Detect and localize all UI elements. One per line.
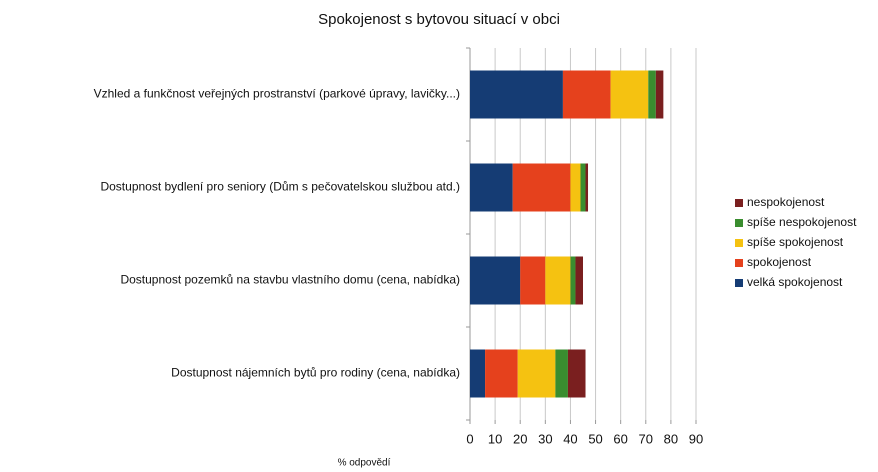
x-tick-label: 50 xyxy=(588,431,602,446)
legend-swatch xyxy=(735,199,743,207)
bar-segment xyxy=(470,256,521,305)
legend-label: spíše spokojenost xyxy=(747,235,844,249)
bar-segment xyxy=(567,349,586,398)
bar-segment xyxy=(485,349,518,398)
x-tick-label: 60 xyxy=(613,431,627,446)
x-tick-label: 20 xyxy=(513,431,527,446)
bar-segment xyxy=(512,163,571,212)
bar-segment xyxy=(655,70,664,119)
chart-title: Spokojenost s bytovou situací v obci xyxy=(318,11,560,28)
legend-label: spokojenost xyxy=(747,255,812,269)
legend-swatch xyxy=(735,219,743,227)
legend-swatch xyxy=(735,239,743,247)
bar-segment xyxy=(562,70,611,119)
bar-segment xyxy=(585,163,589,212)
bar-segment xyxy=(570,163,581,212)
bar-segment xyxy=(545,256,571,305)
legend-label: nespokojenost xyxy=(747,195,825,209)
bar-segment xyxy=(575,256,583,305)
legend-label: spíše nespokojenost xyxy=(747,215,857,229)
bar-segment xyxy=(470,70,563,119)
bar-segment xyxy=(520,256,546,305)
y-tick-label: Vzhled a funkčnost veřejných prostranstv… xyxy=(94,87,460,101)
x-tick-label: 80 xyxy=(664,431,678,446)
legend-swatch xyxy=(735,259,743,267)
x-axis-label: % odpovědí xyxy=(338,458,391,469)
x-tick-label: 10 xyxy=(488,431,502,446)
x-tick-label: 70 xyxy=(639,431,653,446)
bar-segment xyxy=(570,256,576,305)
x-tick-label: 40 xyxy=(563,431,577,446)
x-tick-label: 30 xyxy=(538,431,552,446)
x-tick-label: 90 xyxy=(689,431,703,446)
x-tick-label: 0 xyxy=(466,431,473,446)
bar-segment xyxy=(470,163,513,212)
bar-segment xyxy=(648,70,656,119)
legend-label: velká spokojenost xyxy=(747,275,843,289)
bar-segment xyxy=(580,163,586,212)
y-tick-label: Dostupnost bydlení pro seniory (Dům s pe… xyxy=(100,180,460,194)
bar-segment xyxy=(555,349,568,398)
legend-swatch xyxy=(735,279,743,287)
y-tick-label: Dostupnost nájemních bytů pro rodiny (ce… xyxy=(171,366,460,380)
bar-segment xyxy=(610,70,649,119)
bar-segment xyxy=(470,349,486,398)
y-tick-label: Dostupnost pozemků na stavbu vlastního d… xyxy=(120,273,460,287)
bar-segment xyxy=(517,349,556,398)
